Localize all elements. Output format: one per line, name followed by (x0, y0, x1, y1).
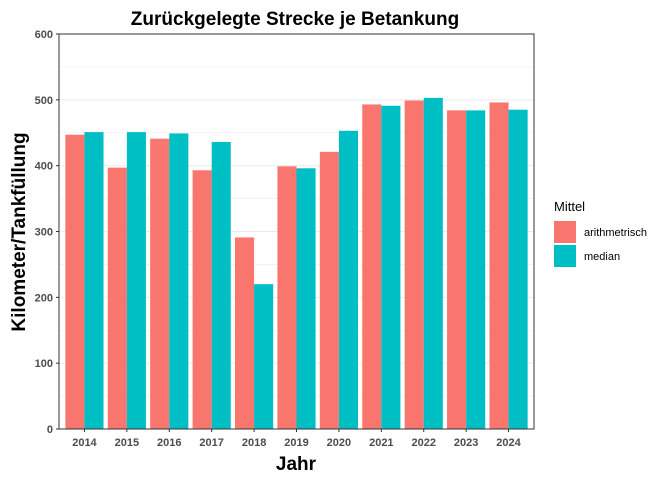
legend-label-median: median (584, 251, 620, 263)
legend-key-median (554, 245, 576, 267)
bar-arithmetrisch-2017 (192, 170, 212, 429)
bar-median-2022 (423, 97, 443, 429)
x-tick-label: 2020 (327, 437, 351, 449)
y-tick-label: 500 (35, 95, 53, 107)
x-tick-label: 2015 (115, 437, 139, 449)
chart-title: Zurückgelegte Strecke je Betankung (131, 9, 459, 30)
y-axis-title: Kilometer/Tankfüllung (9, 132, 30, 331)
y-tick-label: 200 (35, 292, 53, 304)
bar-median-2017 (211, 141, 231, 429)
x-axis-title: Jahr (276, 454, 317, 475)
x-tick-label: 2018 (242, 437, 266, 449)
x-tick-label: 2016 (157, 437, 181, 449)
bar-median-2021 (381, 105, 401, 429)
bar-median-2023 (466, 110, 486, 429)
bar-arithmetrisch-2018 (235, 237, 255, 429)
y-tick-label: 0 (47, 424, 53, 436)
x-tick-label: 2023 (454, 437, 478, 449)
legend-title: Mittel (554, 199, 585, 214)
bars (65, 97, 528, 430)
bar-arithmetrisch-2022 (404, 100, 424, 429)
bar-median-2020 (338, 130, 358, 429)
bar-median-2016 (169, 133, 189, 430)
x-tick-label: 2022 (411, 437, 435, 449)
x-tick-label: 2024 (496, 437, 521, 449)
bar-arithmetrisch-2019 (277, 166, 297, 429)
bar-arithmetrisch-2020 (319, 151, 339, 429)
y-tick-label: 300 (35, 227, 53, 239)
bar-median-2014 (84, 132, 104, 429)
bar-median-2018 (254, 284, 274, 429)
bar-arithmetrisch-2016 (150, 138, 170, 430)
bar-median-2024 (508, 109, 528, 429)
bar-arithmetrisch-2015 (107, 167, 127, 429)
y-axis: 0 100 200 300 400 500 600 (35, 29, 59, 436)
bar-arithmetrisch-2023 (447, 110, 467, 429)
x-tick-label: 2019 (284, 437, 308, 449)
legend-key-arithmetrisch (554, 221, 576, 243)
bar-arithmetrisch-2024 (489, 102, 509, 429)
bar-arithmetrisch-2014 (65, 134, 85, 429)
x-tick-label: 2017 (199, 437, 223, 449)
x-tick-label: 2014 (72, 437, 97, 449)
y-tick-label: 400 (35, 161, 53, 173)
y-tick-label: 100 (35, 358, 53, 370)
legend-label-arithmetrisch: arithmetrisch (584, 227, 647, 239)
x-tick-label: 2021 (369, 437, 393, 449)
x-axis: 2014 2015 2016 2017 2018 2019 2020 2021 2022 2023… (72, 429, 522, 449)
bar-arithmetrisch-2021 (362, 104, 382, 430)
bar-median-2015 (126, 132, 146, 429)
bar-median-2019 (296, 168, 316, 430)
legend: Mittel arithmetrisch median (554, 199, 647, 267)
y-tick-label: 600 (35, 29, 53, 41)
